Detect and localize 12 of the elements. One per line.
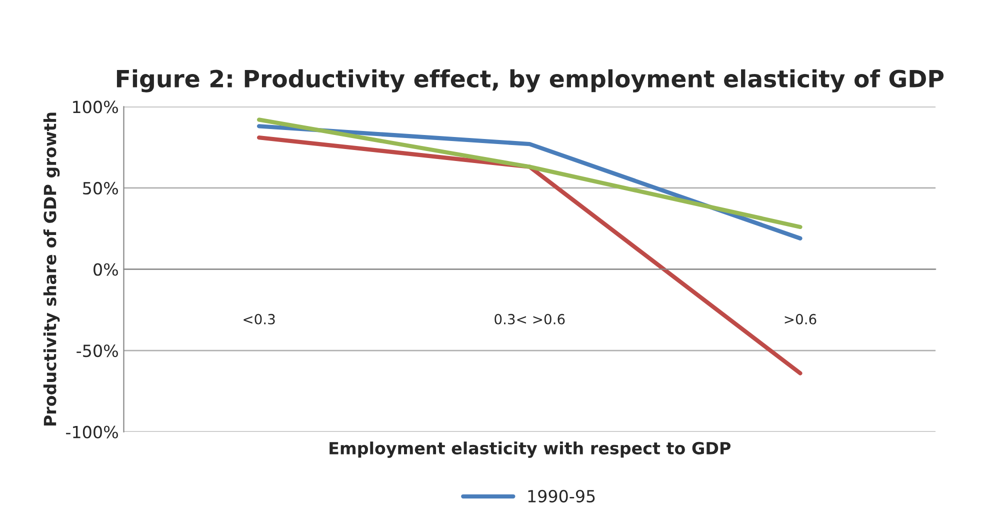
legend-label: 1990-95 xyxy=(528,490,595,502)
x-tick-label: 0.3< >0.6 xyxy=(494,314,565,324)
y-tick-label: 0% xyxy=(94,263,118,276)
x-axis-title: Employment elasticity with respect to GDP xyxy=(330,442,731,458)
y-tick-label: 50% xyxy=(83,182,118,195)
x-tick-label: <0.3 xyxy=(244,314,275,324)
y-tick-label: 100% xyxy=(73,100,118,114)
chart-title: Figure 2: Productivity effect, by employment elasticity of GDP xyxy=(116,69,944,92)
y-tick-label: -50% xyxy=(76,344,118,358)
y-axis-title: Productivity share of GDP growth xyxy=(43,112,60,426)
x-tick-label: >0.6 xyxy=(784,314,816,324)
y-tick-label: -100% xyxy=(66,426,118,438)
